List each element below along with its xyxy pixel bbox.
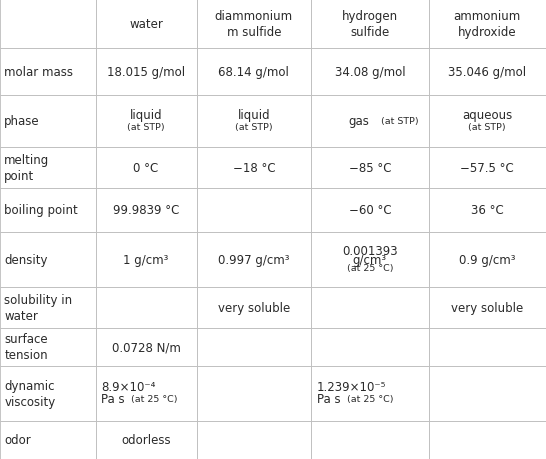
Bar bbox=[0, 421, 96, 459]
Bar bbox=[197, 287, 311, 328]
Bar bbox=[0, 328, 96, 366]
Bar bbox=[429, 95, 546, 147]
Text: phase: phase bbox=[4, 115, 40, 128]
Text: density: density bbox=[4, 253, 48, 266]
Text: Pa s: Pa s bbox=[317, 392, 340, 405]
Bar bbox=[311, 366, 429, 421]
Text: 0 °C: 0 °C bbox=[133, 162, 159, 174]
Bar bbox=[429, 287, 546, 328]
Text: g/cm³: g/cm³ bbox=[353, 253, 387, 266]
Bar bbox=[0, 232, 96, 287]
Bar bbox=[0, 49, 96, 95]
Text: 18.015 g/mol: 18.015 g/mol bbox=[107, 66, 185, 79]
Bar bbox=[96, 232, 197, 287]
Text: 0.997 g/cm³: 0.997 g/cm³ bbox=[218, 253, 289, 266]
Bar bbox=[96, 147, 197, 189]
Text: (at 25 °C): (at 25 °C) bbox=[131, 394, 177, 403]
Text: 1.239×10⁻⁵: 1.239×10⁻⁵ bbox=[317, 381, 386, 393]
Bar bbox=[311, 287, 429, 328]
Text: hydrogen
sulfide: hydrogen sulfide bbox=[342, 10, 398, 39]
Text: liquid: liquid bbox=[130, 109, 162, 122]
Bar bbox=[197, 189, 311, 232]
Text: Pa s: Pa s bbox=[101, 392, 124, 405]
Text: solubility in
water: solubility in water bbox=[4, 293, 73, 322]
Bar bbox=[197, 421, 311, 459]
Text: very soluble: very soluble bbox=[451, 301, 524, 314]
Text: ammonium
hydroxide: ammonium hydroxide bbox=[454, 10, 521, 39]
Bar bbox=[429, 366, 546, 421]
Bar bbox=[0, 189, 96, 232]
Bar bbox=[96, 49, 197, 95]
Bar bbox=[96, 189, 197, 232]
Text: water: water bbox=[129, 18, 163, 31]
Text: diammonium
m sulfide: diammonium m sulfide bbox=[215, 10, 293, 39]
Bar bbox=[96, 328, 197, 366]
Bar bbox=[96, 366, 197, 421]
Text: (at STP): (at STP) bbox=[235, 123, 272, 132]
Text: 68.14 g/mol: 68.14 g/mol bbox=[218, 66, 289, 79]
Bar bbox=[197, 366, 311, 421]
Text: (at STP): (at STP) bbox=[381, 117, 419, 126]
Bar bbox=[429, 0, 546, 49]
Bar bbox=[311, 421, 429, 459]
Text: boiling point: boiling point bbox=[4, 204, 78, 217]
Bar bbox=[429, 49, 546, 95]
Text: −85 °C: −85 °C bbox=[349, 162, 391, 174]
Text: 0.9 g/cm³: 0.9 g/cm³ bbox=[459, 253, 515, 266]
Bar bbox=[311, 0, 429, 49]
Bar bbox=[0, 95, 96, 147]
Bar bbox=[0, 147, 96, 189]
Bar bbox=[429, 328, 546, 366]
Text: odor: odor bbox=[4, 433, 31, 446]
Text: (at 25 °C): (at 25 °C) bbox=[347, 263, 393, 272]
Bar bbox=[311, 49, 429, 95]
Text: −57.5 °C: −57.5 °C bbox=[460, 162, 514, 174]
Text: 0.0728 N/m: 0.0728 N/m bbox=[111, 341, 181, 353]
Text: 34.08 g/mol: 34.08 g/mol bbox=[335, 66, 405, 79]
Text: surface
tension: surface tension bbox=[4, 332, 48, 361]
Bar bbox=[96, 287, 197, 328]
Bar bbox=[311, 232, 429, 287]
Text: (at STP): (at STP) bbox=[127, 123, 165, 132]
Text: 8.9×10⁻⁴: 8.9×10⁻⁴ bbox=[101, 381, 156, 393]
Text: very soluble: very soluble bbox=[218, 301, 290, 314]
Text: liquid: liquid bbox=[238, 109, 270, 122]
Text: 99.9839 °C: 99.9839 °C bbox=[113, 204, 179, 217]
Bar bbox=[197, 232, 311, 287]
Text: melting
point: melting point bbox=[4, 154, 50, 183]
Bar bbox=[0, 287, 96, 328]
Text: aqueous: aqueous bbox=[462, 109, 513, 122]
Bar bbox=[311, 95, 429, 147]
Bar bbox=[0, 0, 96, 49]
Bar bbox=[311, 147, 429, 189]
Bar bbox=[429, 421, 546, 459]
Text: odorless: odorless bbox=[121, 433, 171, 446]
Text: gas: gas bbox=[348, 115, 370, 128]
Bar bbox=[96, 421, 197, 459]
Text: 0.001393: 0.001393 bbox=[342, 245, 397, 258]
Text: −60 °C: −60 °C bbox=[348, 204, 391, 217]
Bar bbox=[197, 95, 311, 147]
Bar bbox=[0, 366, 96, 421]
Bar bbox=[429, 189, 546, 232]
Bar bbox=[311, 189, 429, 232]
Bar bbox=[311, 328, 429, 366]
Text: (at STP): (at STP) bbox=[468, 123, 506, 132]
Bar bbox=[429, 147, 546, 189]
Bar bbox=[197, 49, 311, 95]
Text: 1 g/cm³: 1 g/cm³ bbox=[123, 253, 169, 266]
Bar bbox=[197, 328, 311, 366]
Text: (at 25 °C): (at 25 °C) bbox=[347, 394, 393, 403]
Bar bbox=[96, 95, 197, 147]
Bar bbox=[197, 147, 311, 189]
Text: 35.046 g/mol: 35.046 g/mol bbox=[448, 66, 526, 79]
Bar bbox=[197, 0, 311, 49]
Bar bbox=[96, 0, 197, 49]
Text: −18 °C: −18 °C bbox=[233, 162, 275, 174]
Text: 36 °C: 36 °C bbox=[471, 204, 503, 217]
Text: molar mass: molar mass bbox=[4, 66, 73, 79]
Bar bbox=[429, 232, 546, 287]
Text: dynamic
viscosity: dynamic viscosity bbox=[4, 379, 56, 408]
